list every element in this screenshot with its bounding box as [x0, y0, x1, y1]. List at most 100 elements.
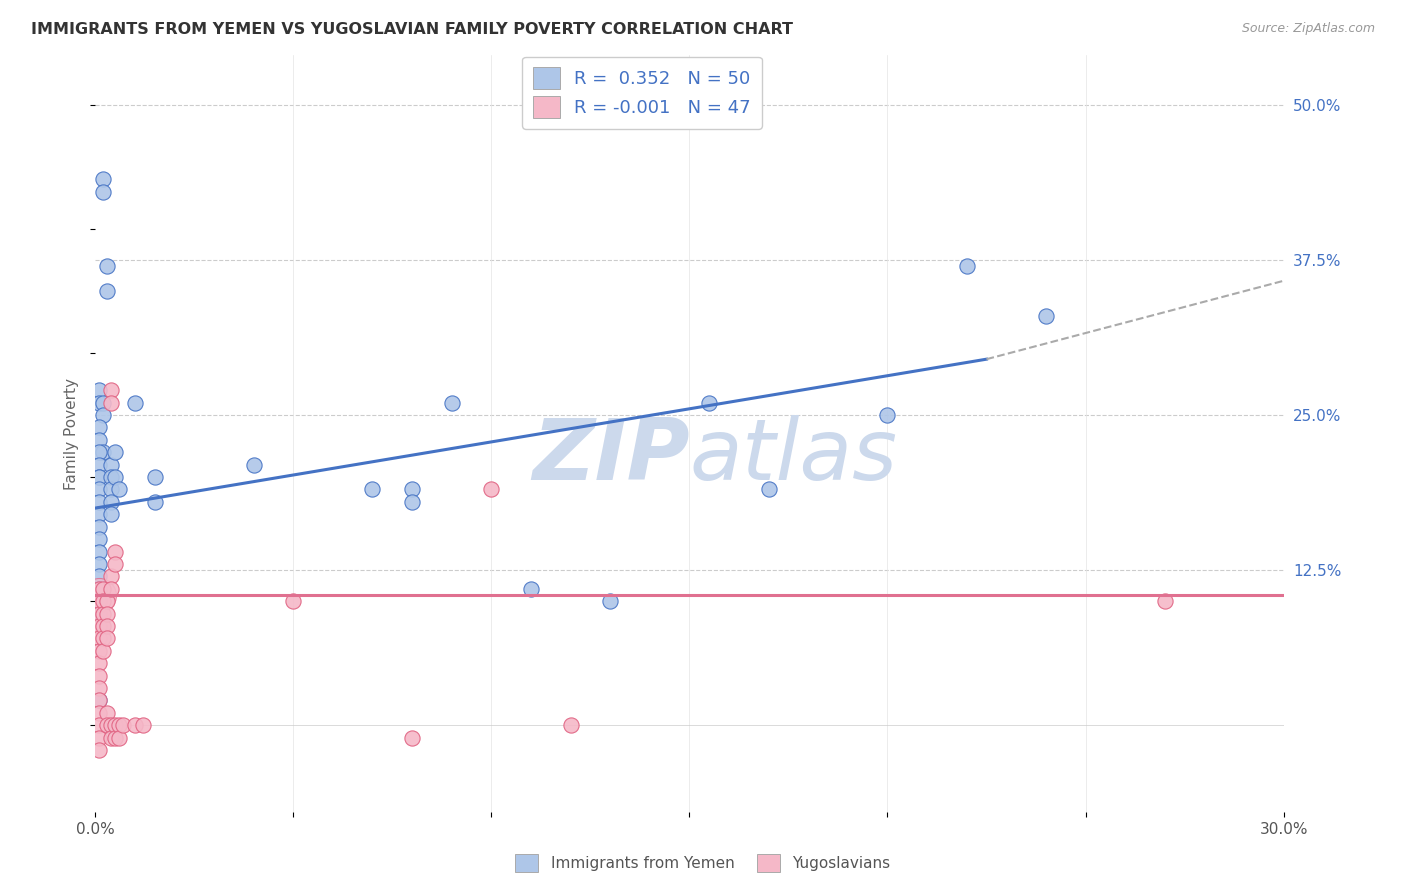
- Point: [89, 657, 111, 671]
- Point: [96, 706, 118, 720]
- Point: [89, 693, 111, 707]
- Point: [89, 470, 111, 484]
- Point: [111, 718, 134, 732]
- Point: [89, 594, 111, 608]
- Point: [89, 569, 111, 583]
- Point: [104, 544, 127, 558]
- Point: [91, 185, 114, 199]
- Point: [100, 731, 122, 745]
- Point: [89, 470, 111, 484]
- Point: [1153, 594, 1175, 608]
- Point: [104, 557, 127, 571]
- Legend: Immigrants from Yemen, Yugoslavians: Immigrants from Yemen, Yugoslavians: [508, 846, 898, 880]
- Point: [89, 743, 111, 757]
- Y-axis label: Family Poverty: Family Poverty: [65, 377, 79, 490]
- Point: [100, 395, 122, 409]
- Legend: R =  0.352   N = 50, R = -0.001   N = 47: R = 0.352 N = 50, R = -0.001 N = 47: [522, 56, 762, 128]
- Point: [956, 259, 979, 273]
- Point: [96, 259, 118, 273]
- Point: [89, 495, 111, 509]
- Point: [89, 681, 111, 695]
- Point: [89, 582, 111, 596]
- Point: [242, 458, 264, 472]
- Point: [91, 619, 114, 633]
- Point: [96, 619, 118, 633]
- Point: [91, 632, 114, 646]
- Point: [89, 731, 111, 745]
- Point: [100, 718, 122, 732]
- Point: [89, 588, 111, 602]
- Point: [91, 445, 114, 459]
- Point: [100, 458, 122, 472]
- Point: [560, 718, 582, 732]
- Point: [108, 718, 131, 732]
- Point: [479, 483, 502, 497]
- Point: [89, 594, 111, 608]
- Point: [89, 532, 111, 546]
- Point: [108, 483, 131, 497]
- Point: [100, 483, 122, 497]
- Point: [96, 594, 118, 608]
- Point: [89, 644, 111, 658]
- Point: [89, 706, 111, 720]
- Text: Source: ZipAtlas.com: Source: ZipAtlas.com: [1241, 22, 1375, 36]
- Point: [89, 519, 111, 533]
- Point: [89, 607, 111, 621]
- Point: [758, 483, 780, 497]
- Point: [100, 582, 122, 596]
- Point: [89, 668, 111, 682]
- Point: [89, 582, 111, 596]
- Point: [401, 483, 423, 497]
- Point: [89, 607, 111, 621]
- Point: [283, 594, 305, 608]
- Point: [697, 395, 720, 409]
- Point: [91, 582, 114, 596]
- Text: atlas: atlas: [689, 415, 897, 498]
- Point: [440, 395, 463, 409]
- Point: [104, 470, 127, 484]
- Point: [89, 557, 111, 571]
- Point: [89, 508, 111, 522]
- Point: [108, 731, 131, 745]
- Point: [876, 408, 898, 422]
- Point: [520, 582, 543, 596]
- Point: [91, 172, 114, 186]
- Point: [100, 495, 122, 509]
- Point: [96, 718, 118, 732]
- Point: [89, 619, 111, 633]
- Point: [91, 395, 114, 409]
- Point: [89, 483, 111, 497]
- Point: [91, 594, 114, 608]
- Point: [89, 632, 111, 646]
- Point: [401, 495, 423, 509]
- Point: [100, 508, 122, 522]
- Point: [91, 408, 114, 422]
- Point: [104, 718, 127, 732]
- Point: [89, 445, 111, 459]
- Point: [89, 458, 111, 472]
- Point: [124, 718, 146, 732]
- Point: [124, 395, 146, 409]
- Text: IMMIGRANTS FROM YEMEN VS YUGOSLAVIAN FAMILY POVERTY CORRELATION CHART: IMMIGRANTS FROM YEMEN VS YUGOSLAVIAN FAM…: [31, 22, 793, 37]
- Point: [91, 644, 114, 658]
- Point: [132, 718, 155, 732]
- Point: [89, 693, 111, 707]
- Point: [401, 731, 423, 745]
- Point: [100, 470, 122, 484]
- Point: [143, 470, 166, 484]
- Point: [89, 718, 111, 732]
- Point: [361, 483, 384, 497]
- Point: [143, 495, 166, 509]
- Point: [100, 383, 122, 397]
- Point: [96, 607, 118, 621]
- Point: [100, 569, 122, 583]
- Point: [104, 445, 127, 459]
- Point: [599, 594, 621, 608]
- Text: ZIP: ZIP: [531, 415, 689, 498]
- Point: [104, 731, 127, 745]
- Point: [96, 284, 118, 298]
- Point: [89, 433, 111, 447]
- Point: [96, 632, 118, 646]
- Point: [89, 383, 111, 397]
- Point: [91, 607, 114, 621]
